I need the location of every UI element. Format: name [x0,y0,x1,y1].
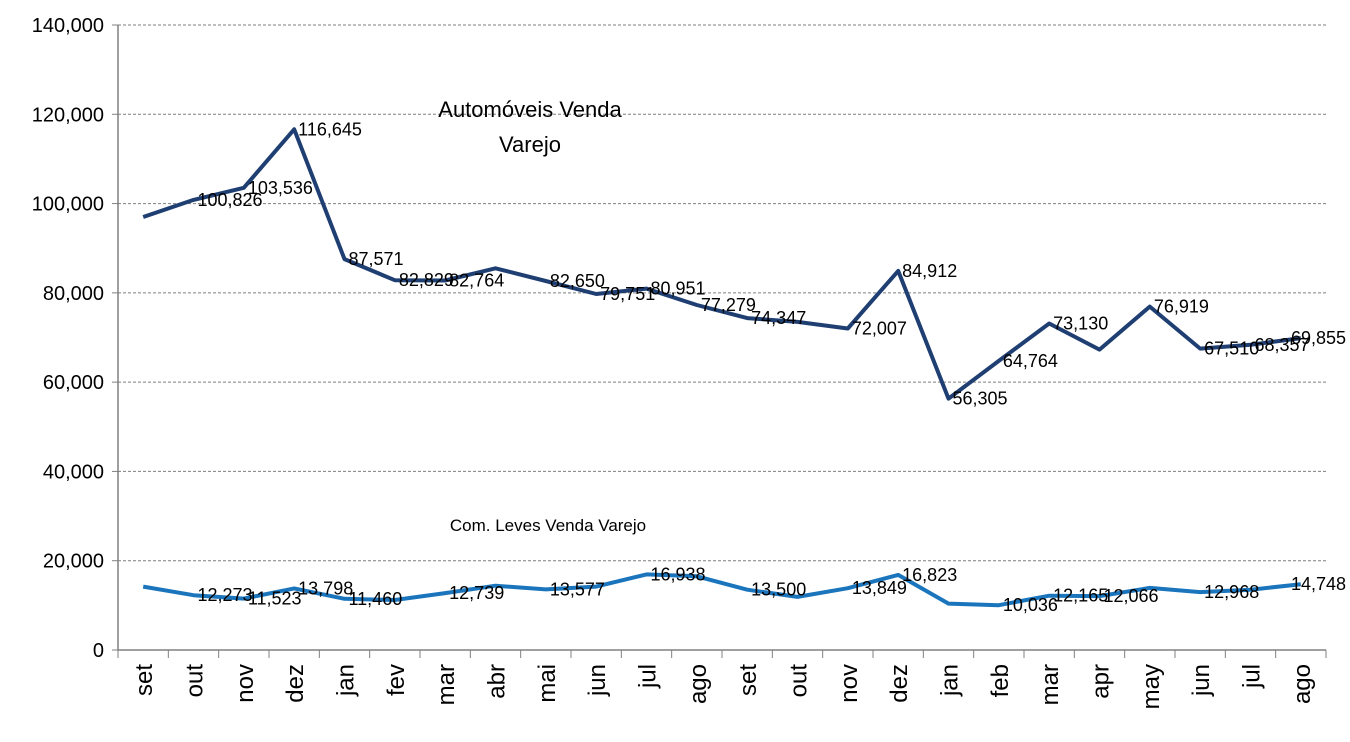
x-tick-label: nov [836,664,863,703]
x-axis-ticks: set out nov dez jan fev mar abr mai jun jul ago set o… [131,664,1316,710]
y-tick-label: 0 [93,640,104,662]
data-label: 16,938 [651,564,706,584]
data-label: 67,510 [1204,339,1259,359]
data-label: 72,007 [852,319,907,339]
data-label: 79,751 [600,284,655,304]
data-label: 13,577 [550,579,605,599]
x-tick-label: jun [584,664,611,697]
x-tick-label: jul [635,664,662,689]
y-axis-ticks: 0 20,000 40,000 60,000 80,000 100,000 120,000 1… [32,15,104,662]
y-tick-label: 60,000 [43,372,104,394]
data-label: 12,968 [1204,582,1259,602]
data-label: 12,165 [1053,586,1108,606]
x-tick-label: jan [333,664,360,697]
x-tick-label: ago [685,664,712,704]
data-label: 14,748 [1291,574,1346,594]
gridlines [118,24,1326,562]
data-label: 12,066 [1104,586,1159,606]
data-label: 69,855 [1291,328,1346,348]
axes [112,24,1327,658]
data-label: 76,919 [1154,297,1209,317]
data-label: 11,523 [248,589,302,609]
y-tick-label: 80,000 [43,283,104,305]
data-label: 116,645 [298,119,362,139]
x-tick-label: set [735,664,762,696]
x-tick-label: feb [987,664,1014,697]
x-tick-label: jan [937,664,964,697]
automoveis-title-line1: Automóveis Venda [438,97,622,122]
data-label: 77,279 [701,295,756,315]
series-lines [142,127,1302,608]
x-tick-label: mar [433,664,460,705]
x-tick-label: nov [232,664,259,703]
x-tick-label: mar [1037,664,1064,705]
x-tick-label: may [1138,664,1165,709]
y-tick-label: 20,000 [43,551,104,573]
data-label: 68,357 [1255,335,1310,355]
automoveis-title-line2: Varejo [499,132,561,157]
data-label: 84,912 [902,261,957,281]
x-tick-label: jun [1188,664,1215,697]
com-leves-title: Com. Leves Venda Varejo [450,516,646,535]
y-tick-label: 120,000 [32,104,104,126]
x-tick-label: dez [282,664,309,703]
data-label: 74,347 [751,308,806,328]
data-label: 87,571 [349,249,404,269]
data-label: 13,849 [852,578,907,598]
data-label: 103,536 [248,178,313,198]
data-label: 82,829 [399,270,454,290]
data-label: 64,764 [1003,351,1058,371]
x-tick-label: set [131,664,158,696]
data-label: 16,823 [902,565,957,585]
data-label: 82,764 [449,271,504,291]
data-label: 12,739 [449,583,504,603]
data-label: 12,273 [198,585,253,605]
y-tick-label: 100,000 [32,194,104,216]
data-label: 100,826 [198,190,263,210]
data-label: 13,500 [751,580,806,600]
y-tick-label: 40,000 [43,461,104,483]
data-label: 13,798 [298,578,353,598]
data-label: 82,650 [550,271,605,291]
x-tick-label: dez [886,664,913,703]
y-tick-label: 140,000 [32,15,104,37]
x-tick-label: abr [484,664,511,699]
data-label: 11,460 [349,589,403,609]
x-tick-label: fev [383,664,410,696]
x-tick-label: jul [1239,664,1266,689]
x-tick-label: out [182,664,209,698]
data-label: 80,951 [651,279,706,299]
x-tick-label: apr [1088,664,1115,699]
series-line-0 [142,127,1302,401]
x-tick-label: out [786,664,813,698]
x-tick-label: mai [534,664,561,703]
data-label: 56,305 [953,389,1008,409]
x-tick-label: ago [1289,664,1316,704]
data-label: 10,036 [1003,595,1058,615]
data-label: 73,130 [1053,314,1108,334]
series-line-1 [142,572,1302,608]
